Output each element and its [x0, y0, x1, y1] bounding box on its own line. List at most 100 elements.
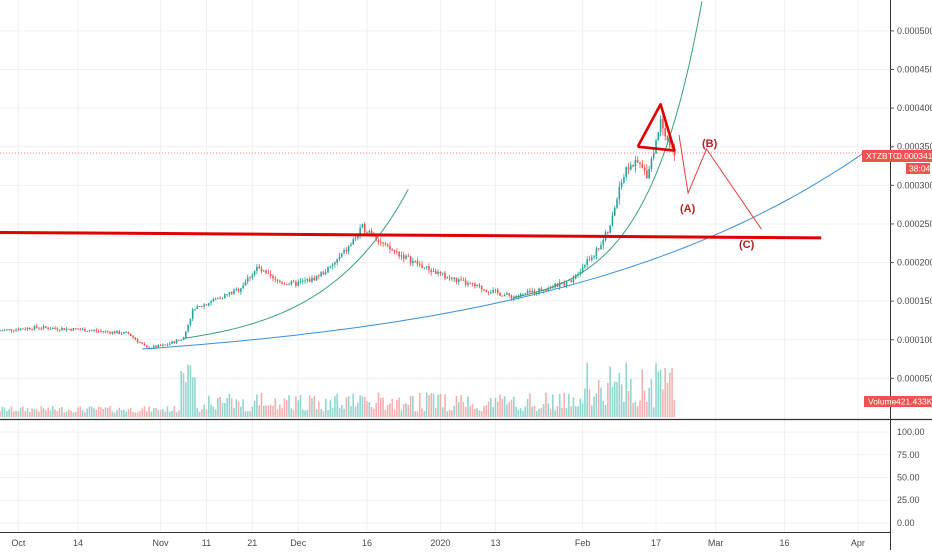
volume-bar [439, 393, 442, 417]
last-price-tag-bg [862, 150, 932, 162]
candle-body [79, 329, 82, 331]
candle-body [107, 331, 109, 332]
volume-bar [588, 389, 591, 417]
candle-body [146, 345, 148, 348]
candle-body [97, 331, 100, 332]
candle-body [33, 325, 36, 330]
candle-body [345, 249, 348, 252]
volume-bar [393, 409, 396, 417]
candle-body [164, 344, 166, 346]
volume-bar [597, 379, 600, 417]
candle-body [295, 281, 297, 286]
volume-bar [646, 401, 648, 417]
candle-body [568, 280, 570, 282]
volume-bar [166, 406, 169, 417]
volume-bar [65, 411, 68, 417]
volume-bar [288, 395, 290, 417]
candle-body [513, 297, 515, 299]
candle-body [253, 270, 256, 275]
volume-bar [529, 393, 531, 417]
candle-body [416, 261, 419, 265]
volume-bar [437, 394, 439, 417]
candle-body [540, 288, 543, 291]
candle-body [86, 331, 88, 333]
volume-bar [253, 400, 256, 417]
candle-body [368, 230, 371, 233]
volume-bar [290, 408, 293, 417]
candle-body [595, 248, 598, 257]
volume-bar [499, 394, 501, 417]
volume-bar [235, 399, 238, 417]
candle-body [425, 266, 428, 268]
candle-body [522, 293, 524, 295]
candle-body [139, 342, 141, 343]
candle-body [12, 330, 15, 332]
candle-body [123, 332, 125, 334]
volume-bar [538, 408, 540, 417]
volume-bar [8, 409, 10, 417]
candle-body [173, 341, 176, 344]
candle-body [636, 160, 639, 163]
volume-bar [398, 397, 400, 417]
candle-body [453, 277, 455, 279]
volume-bar [143, 406, 146, 417]
volume-bar [448, 410, 451, 417]
mid-term-curve [183, 188, 409, 339]
symbol-label: XTZBTC [866, 151, 899, 161]
volume-bar [104, 407, 107, 417]
volume-bar [492, 407, 494, 417]
candle-body [17, 329, 20, 331]
candle-body [242, 285, 244, 289]
countdown-label: 38:04 [909, 164, 931, 174]
candle-body [77, 328, 79, 330]
volume-bar [90, 406, 93, 417]
volume-bar [299, 394, 302, 417]
candle-body [405, 255, 407, 259]
volume-bar [600, 387, 602, 417]
candle-body [134, 337, 137, 340]
volume-bar [33, 409, 36, 417]
triangle-pattern [636, 103, 676, 152]
volume-bar [655, 363, 657, 417]
wave-label-a: (A) [680, 203, 696, 215]
volume-bar [568, 393, 570, 417]
volume-bar [540, 407, 543, 417]
x-tick-label: 14 [73, 538, 83, 548]
volume-bar [88, 406, 91, 417]
candle-body [42, 326, 45, 329]
volume-bar [613, 381, 616, 417]
candle-body [632, 165, 634, 167]
candle-body [49, 328, 52, 330]
volume-bar [480, 411, 483, 417]
candle-body [175, 339, 178, 344]
volume-bar [340, 404, 343, 417]
candle-body [70, 329, 72, 331]
candle-body [281, 282, 283, 284]
candle-body [650, 158, 653, 169]
volume-bar [616, 382, 618, 417]
volume-bar [26, 408, 29, 417]
candle-body [423, 267, 426, 269]
volume-bar [47, 407, 49, 417]
volume-bar [205, 409, 208, 417]
volume-bar [400, 410, 403, 417]
candle-body [634, 160, 637, 167]
volume-bar [70, 410, 72, 417]
volume-bar [623, 401, 625, 417]
volume-bar [269, 404, 272, 417]
candle-body [38, 327, 40, 329]
y-tick-label: 0.0002500 [897, 219, 932, 229]
candle-body [379, 241, 382, 243]
volume-bar [109, 406, 111, 417]
volume-bar [107, 407, 109, 417]
candle-body [22, 328, 24, 330]
oscillator-tick-label: 100.00 [897, 427, 925, 437]
candle-body [246, 277, 249, 283]
candle-body [327, 267, 329, 273]
drawings [0, 103, 890, 240]
candle-body [437, 271, 439, 274]
volume-bar [102, 408, 105, 417]
volume-bar [77, 407, 79, 417]
